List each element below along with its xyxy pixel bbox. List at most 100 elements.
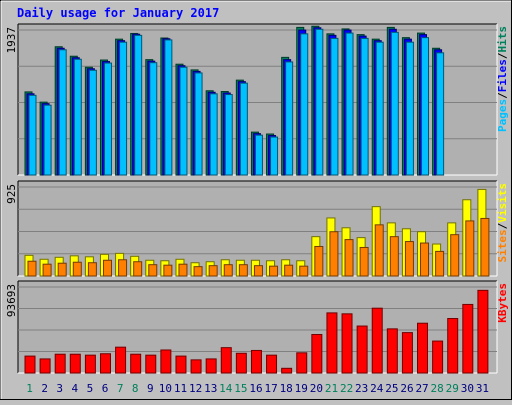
x-tick-label: 1: [26, 382, 33, 395]
bar-kbytes-day-4: [69, 353, 81, 374]
bar-pages-day-16: [254, 134, 263, 176]
x-tick-label: 14: [219, 382, 233, 395]
x-tick-label: 7: [117, 382, 124, 395]
bar-sites-day-26: [404, 241, 414, 277]
x-tick-label: 19: [295, 382, 308, 395]
bar-kbytes-day-11: [175, 355, 187, 374]
bar-sites-day-12: [193, 266, 203, 277]
legend-entry: KBytes: [496, 283, 509, 323]
x-tick-label: 5: [87, 382, 94, 395]
bar-kbytes-day-15: [235, 352, 247, 374]
bar-sites-day-14: [223, 264, 233, 277]
bar-sites-day-17: [269, 265, 279, 277]
bar-sites-day-2: [42, 263, 52, 277]
bar-pages-day-28: [436, 52, 445, 176]
bar-sites-day-15: [238, 264, 248, 277]
bar-pages-day-10: [164, 39, 173, 176]
bar-pages-day-18: [285, 61, 294, 176]
bar-sites-day-25: [389, 236, 399, 277]
bar-sites-day-7: [118, 259, 128, 277]
bar-sites-day-16: [253, 265, 263, 277]
x-tick-label: 21: [325, 382, 338, 395]
bar-kbytes-day-2: [39, 358, 51, 374]
x-tick-label: 20: [310, 382, 323, 395]
bar-sites-day-22: [344, 239, 354, 277]
bar-kbytes-day-12: [190, 359, 202, 374]
x-tick-label: 2: [41, 382, 48, 395]
x-tick-label: 9: [147, 382, 154, 395]
bar-pages-day-3: [58, 49, 67, 176]
series-pages: [28, 28, 445, 176]
bar-kbytes-day-19: [296, 352, 308, 374]
bar-kbytes-day-22: [341, 313, 353, 374]
bar-kbytes-day-29: [447, 318, 459, 374]
bar-sites-day-5: [87, 262, 97, 277]
bar-sites-day-6: [102, 259, 112, 277]
bar-sites-day-3: [57, 262, 67, 277]
bar-sites-day-30: [465, 220, 475, 277]
panels: 1937Pages/Files/Hits925Sites/Visits93693…: [5, 23, 509, 374]
x-tick-label: 23: [355, 382, 368, 395]
legend-entry: /: [496, 52, 509, 59]
bar-sites-day-23: [359, 246, 369, 277]
x-tick-label: 17: [264, 382, 277, 395]
bar-kbytes-day-1: [24, 355, 36, 374]
bar-kbytes-day-31: [477, 289, 489, 374]
x-tick-label: 12: [189, 382, 202, 395]
legend-entry: Visits: [496, 183, 509, 223]
legend-entry: Hits: [496, 26, 509, 53]
bar-pages-day-11: [179, 66, 188, 176]
bar-kbytes-day-3: [54, 353, 66, 374]
x-tick-label: 13: [204, 382, 217, 395]
bar-pages-day-17: [270, 136, 279, 176]
bar-kbytes-day-21: [326, 312, 338, 374]
bar-pages-day-6: [103, 62, 112, 176]
bar-sites-day-20: [314, 245, 324, 277]
series-sites: [27, 217, 490, 277]
bar-sites-day-24: [374, 224, 384, 277]
bar-kbytes-day-28: [432, 340, 444, 374]
bar-pages-day-15: [239, 82, 248, 176]
bar-kbytes-day-18: [281, 367, 293, 374]
bar-pages-day-7: [119, 41, 128, 176]
bar-pages-day-4: [73, 58, 82, 176]
bar-pages-day-22: [345, 32, 354, 176]
x-tick-label: 8: [132, 382, 139, 395]
x-tick-label: 11: [174, 382, 187, 395]
bar-pages-day-12: [194, 72, 203, 176]
x-tick-label: 31: [476, 382, 489, 395]
y-max-label: 93693: [5, 284, 18, 317]
x-tick-label: 10: [159, 382, 172, 395]
x-tick-label: 18: [280, 382, 293, 395]
bar-sites-day-18: [284, 264, 294, 277]
x-tick-label: 29: [446, 382, 459, 395]
bar-sites-day-13: [208, 265, 218, 277]
bar-kbytes-day-27: [417, 322, 429, 374]
bar-kbytes-day-26: [401, 332, 413, 374]
bar-sites-day-28: [435, 250, 445, 277]
bar-kbytes-day-30: [462, 303, 474, 374]
bar-sites-day-21: [329, 231, 339, 277]
legend-entry: /: [496, 92, 509, 99]
legend-hits-files-pages: Pages/Files/Hits: [496, 26, 509, 132]
legend-entry: Sites: [496, 229, 509, 262]
bar-pages-day-26: [405, 41, 414, 176]
bar-sites-day-4: [72, 261, 82, 277]
x-tick-label: 4: [72, 382, 79, 395]
bar-pages-day-24: [375, 41, 384, 176]
bar-kbytes-day-5: [84, 354, 96, 374]
bar-sites-day-1: [27, 260, 37, 277]
bar-sites-day-8: [133, 261, 143, 277]
bar-kbytes-day-23: [356, 325, 368, 374]
x-tick-label: 22: [340, 382, 353, 395]
legend-entry: Pages: [496, 99, 509, 132]
x-tick-label: 30: [461, 382, 474, 395]
panel-visits-sites: 925 Sites/Visits: [5, 180, 509, 277]
bar-pages-day-20: [315, 28, 324, 176]
bar-kbytes-day-17: [266, 354, 278, 374]
x-tick-label: 28: [431, 382, 444, 395]
x-tick-label: 25: [385, 382, 398, 395]
bar-sites-day-29: [450, 234, 460, 277]
